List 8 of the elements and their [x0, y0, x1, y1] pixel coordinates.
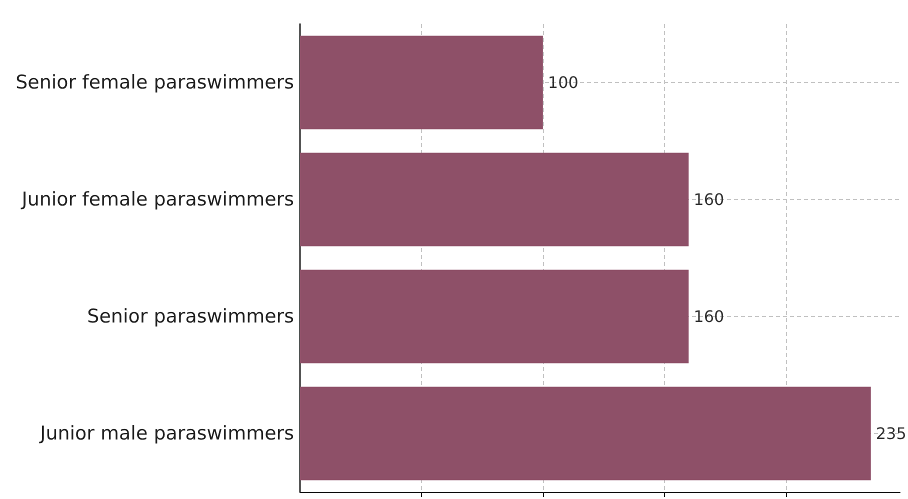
- y-tick-label: Senior female paraswimmers: [16, 72, 294, 94]
- y-tick-label: Senior paraswimmers: [87, 306, 294, 328]
- y-tick-label: Junior male paraswimmers: [39, 422, 294, 444]
- data-label: 100: [548, 73, 578, 92]
- y-tick-label: Junior female paraswimmers: [20, 188, 294, 210]
- data-label: 235: [876, 424, 906, 443]
- data-label: 160: [694, 307, 724, 326]
- data-label: 160: [694, 190, 724, 209]
